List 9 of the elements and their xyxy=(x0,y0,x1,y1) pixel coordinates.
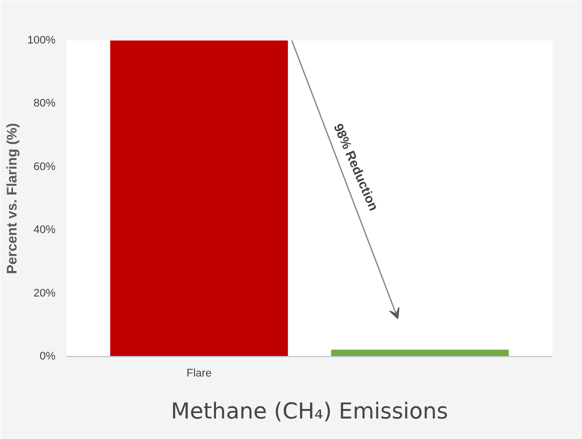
y-axis-title: Percent vs. Flaring (%) xyxy=(3,123,20,274)
y-tick-label: 40% xyxy=(33,224,56,236)
y-tick-label: 60% xyxy=(33,160,56,173)
x-tick-label: Flare xyxy=(186,368,212,380)
y-tick-label: 0% xyxy=(40,350,56,362)
y-tick-label: 20% xyxy=(33,287,56,300)
text: Methane (CH₄) Emissions xyxy=(170,400,448,424)
y-tick-label: 80% xyxy=(33,98,56,110)
y-tick-label: 100% xyxy=(27,34,56,46)
